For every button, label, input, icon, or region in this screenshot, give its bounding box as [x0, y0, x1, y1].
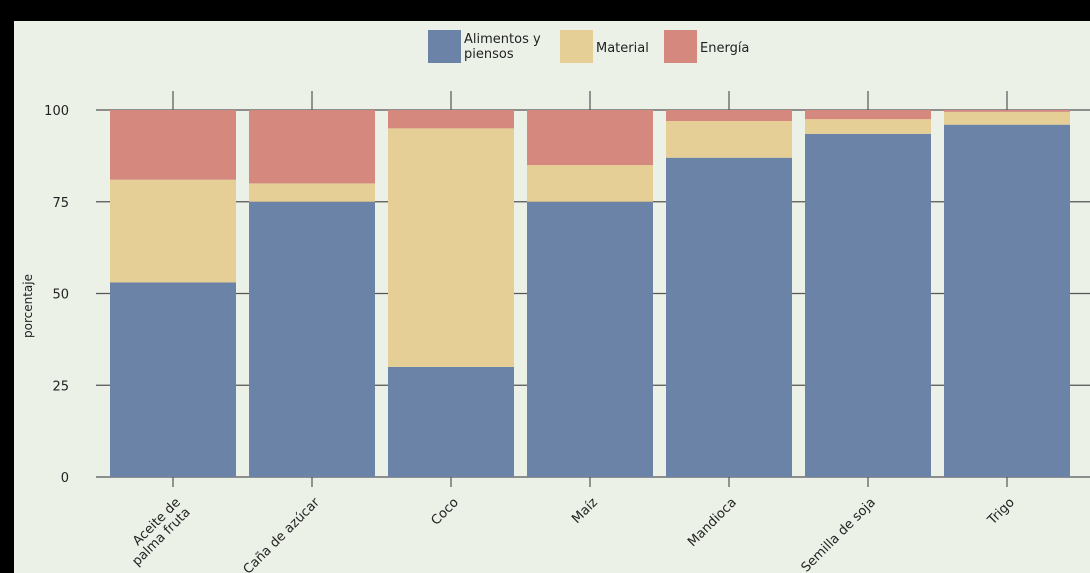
x-tick-label: Aceite depalma fruta: [120, 495, 194, 569]
bar-segment: [944, 124, 1070, 478]
bar-segment: [527, 165, 653, 202]
bar-segment: [249, 183, 375, 202]
bar-segment: [527, 110, 653, 166]
y-tick-label: 75: [52, 196, 69, 211]
bar-segment: [666, 121, 792, 158]
bar-segment: [249, 201, 375, 477]
bar-segment: [805, 133, 931, 477]
bar-segment: [110, 110, 236, 180]
x-tick-label: Caña de azúcar: [241, 495, 324, 573]
legend-label: Alimentos y piensos: [464, 32, 541, 62]
bar-segment: [805, 119, 931, 134]
y-tick-label: 50: [52, 288, 69, 303]
legend-label: Energía: [700, 41, 749, 56]
y-tick-label: 25: [52, 379, 69, 394]
x-tick-label: Coco: [428, 495, 461, 528]
bar-segment: [527, 201, 653, 477]
bar-segment: [666, 110, 792, 122]
y-tick-label: 100: [44, 104, 69, 119]
legend: Alimentos y piensos Material Energía: [428, 30, 749, 63]
bar-segment: [388, 110, 514, 129]
stacked-bar-chart: 0 25 50 75 100 Aceite depalma fruta Caña de az…: [21, 30, 1090, 573]
legend-swatch: [664, 30, 697, 63]
x-tick-label: Trigo: [984, 495, 1017, 528]
bar-segment: [666, 157, 792, 477]
bar-segment: [388, 128, 514, 367]
bar-segment: [110, 282, 236, 477]
bar-layer: [110, 110, 1070, 478]
bar-segment: [944, 110, 1070, 112]
bar-segment: [388, 366, 514, 477]
bar-segment: [944, 111, 1070, 125]
legend-label: Material: [596, 41, 649, 56]
y-tick-label: 0: [61, 471, 69, 486]
x-tick-label: Maíz: [569, 495, 601, 527]
bar-segment: [110, 179, 236, 283]
bar-segment: [249, 110, 375, 184]
bar-segment: [805, 110, 931, 120]
y-axis-title: porcentaje: [21, 274, 35, 338]
legend-swatch: [560, 30, 593, 63]
x-tick-label: Semilla de soja: [799, 495, 879, 573]
chart-area: 0 25 50 75 100 Aceite depalma fruta Caña de az…: [14, 21, 1090, 573]
x-tick-label: Mandioca: [685, 495, 740, 550]
legend-swatch: [428, 30, 461, 63]
